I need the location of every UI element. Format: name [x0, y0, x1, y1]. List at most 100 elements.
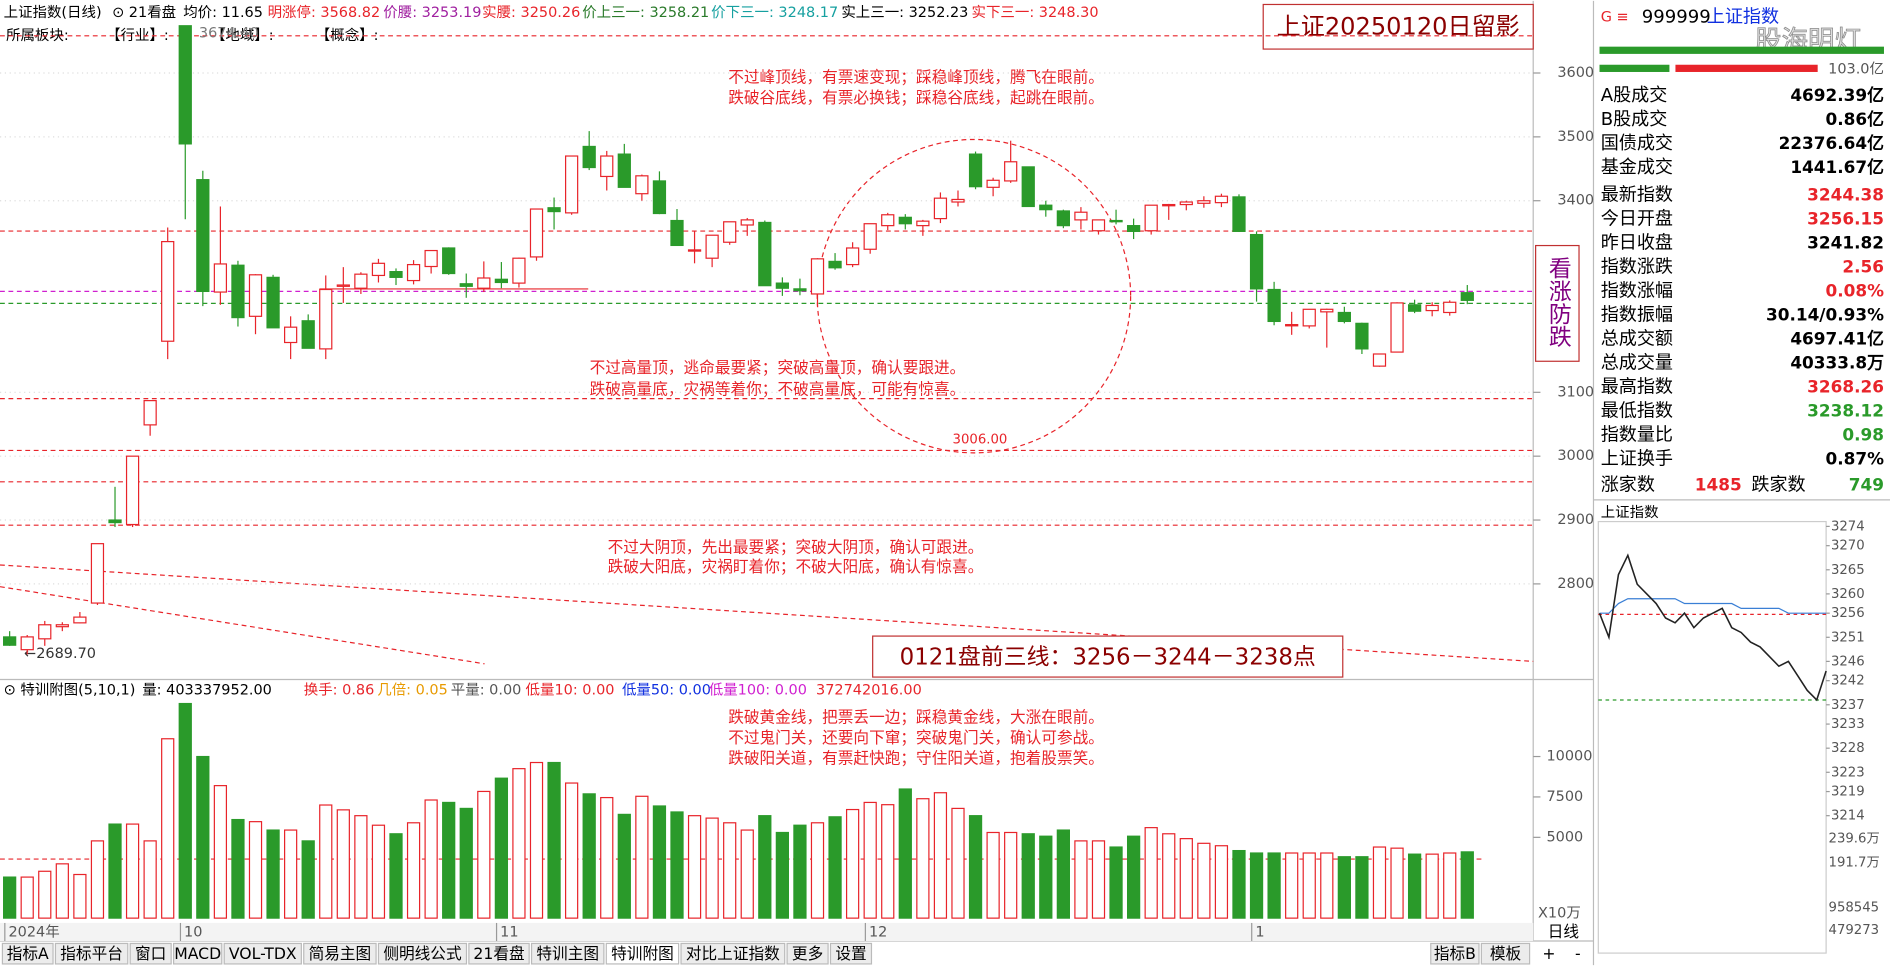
quote-value: 4697.41亿 — [1790, 329, 1884, 349]
x-tick-label: 12 — [869, 925, 887, 941]
quote-value: 0.87% — [1825, 448, 1884, 468]
trend-line — [0, 586, 485, 665]
volume-bar — [90, 840, 105, 919]
annotation: 不过大阴顶，先出最要紧；突破大阴顶，确认可跟进。 — [608, 538, 984, 557]
tab-label[interactable]: MACD — [174, 944, 221, 963]
candle-body — [564, 155, 579, 214]
candle-body — [828, 260, 842, 269]
volume-bar — [424, 799, 438, 919]
header-item: 所属板块: — [6, 26, 69, 44]
volume-bar — [1443, 852, 1457, 919]
tab[interactable] — [786, 942, 829, 965]
volume-header-item: 低量100: 0.00 — [709, 681, 807, 698]
volume-bar — [143, 840, 157, 919]
tab[interactable] — [129, 942, 172, 965]
annotation: 不过鬼门关，还要向下窜；突破鬼门关，确认可参战。 — [728, 728, 1104, 747]
header-item: 价上三一: 3258.21 — [582, 4, 709, 21]
tab[interactable] — [377, 942, 468, 965]
candle-body — [617, 153, 631, 188]
tab[interactable] — [1, 942, 54, 965]
candle-body — [1407, 304, 1422, 312]
annotation: 跌破高量底，灾祸等着你；不破高量底，可能有惊喜。 — [590, 380, 966, 399]
candle-body — [1249, 233, 1264, 290]
candle-body — [705, 234, 719, 259]
tab[interactable] — [303, 942, 377, 965]
candle-body — [3, 636, 17, 646]
tab-label[interactable]: VOL-TDX — [229, 944, 297, 963]
date-axis — [0, 922, 1534, 942]
tab-label[interactable]: 简易主图 — [309, 944, 372, 963]
quote-label: 最低指数 — [1601, 401, 1673, 422]
x-tick-label: 2024年 — [8, 924, 59, 941]
candle-body — [125, 455, 140, 526]
tab-label[interactable]: 设置 — [835, 944, 866, 963]
tab[interactable] — [468, 942, 530, 965]
volume-bar — [582, 793, 596, 919]
tab-label[interactable]: 侧明线公式 — [383, 944, 462, 963]
bar-strip — [1599, 46, 1884, 54]
volume-bar — [3, 876, 17, 919]
volume-bar — [916, 798, 930, 919]
tab-label[interactable]: 模板 — [1490, 944, 1522, 963]
volume-bar — [758, 815, 772, 919]
tab-label[interactable]: 特训主图 — [536, 944, 599, 963]
candle-body — [1425, 304, 1439, 312]
tab-label[interactable]: 更多 — [792, 944, 823, 963]
tab-label[interactable]: 指标B — [1434, 944, 1476, 963]
candle-body — [1144, 204, 1158, 232]
candle-body — [108, 519, 122, 524]
quote-label: 基金成交 — [1601, 157, 1673, 178]
tab[interactable] — [530, 942, 605, 965]
tab-label[interactable]: 对比上证指数 — [686, 944, 780, 963]
candle-body — [1056, 210, 1070, 227]
candle-body — [547, 207, 561, 213]
annotation: 跌破大阳底，灾祸盯着你；不破大阳底，确认有惊喜。 — [608, 557, 984, 576]
side-note-box — [1535, 244, 1580, 362]
quote-label: 总成交额 — [1601, 329, 1673, 350]
y-tick-label: 3100 — [1557, 384, 1594, 400]
candle-body — [1285, 324, 1299, 327]
candle-body — [1074, 211, 1088, 221]
zoom-button[interactable]: + — [1542, 944, 1555, 963]
header-item: 价下三一: 3248.17 — [711, 5, 838, 21]
candle-body — [424, 249, 438, 268]
bar-strip — [1599, 64, 1670, 72]
volume-bar — [266, 829, 280, 919]
candle-body — [916, 220, 930, 227]
candle-body — [1267, 288, 1281, 323]
volume-bar — [1407, 853, 1422, 919]
zoom-button[interactable]: - — [1575, 944, 1581, 963]
volume-bar — [1144, 827, 1158, 919]
tab[interactable] — [172, 942, 223, 965]
tab-label[interactable]: 特训附图 — [611, 944, 674, 963]
tab-label[interactable]: 指标平台 — [60, 944, 123, 963]
tab[interactable] — [1430, 942, 1480, 965]
candle-body — [670, 219, 684, 247]
candle-body — [1372, 353, 1387, 367]
volume-bar — [1021, 833, 1035, 919]
quote-value: 0.86亿 — [1826, 109, 1885, 129]
volume-bar — [38, 870, 52, 919]
tab-label[interactable]: 窗口 — [135, 944, 166, 963]
tab-label[interactable]: 21看盘 — [473, 944, 524, 963]
volume-bar — [1039, 835, 1053, 919]
tab[interactable] — [829, 942, 873, 965]
candle-body — [1443, 301, 1457, 314]
tab[interactable] — [1480, 942, 1531, 965]
tab[interactable] — [54, 942, 129, 965]
volume-bar — [512, 768, 526, 919]
quote-label: 指数涨幅 — [1601, 281, 1673, 302]
volume-tick-label: 479273 — [1829, 923, 1880, 938]
tab[interactable] — [605, 942, 680, 965]
x-tick-label: 11 — [500, 925, 518, 941]
candle-body — [793, 288, 807, 292]
tab[interactable] — [223, 942, 302, 965]
candle-body — [143, 400, 157, 426]
annotation: 跌破谷底线，有票必换钱；踩稳谷底线，起跳在眼前。 — [728, 88, 1104, 107]
volume-bar — [951, 807, 965, 919]
tab-label[interactable]: 指标A — [7, 944, 49, 963]
tab[interactable] — [680, 942, 786, 965]
volume-header-item: 低量10: 0.00 — [526, 681, 615, 698]
y-tick-label: 3246 — [1831, 654, 1865, 669]
period-label[interactable]: 日线 — [1548, 922, 1580, 941]
